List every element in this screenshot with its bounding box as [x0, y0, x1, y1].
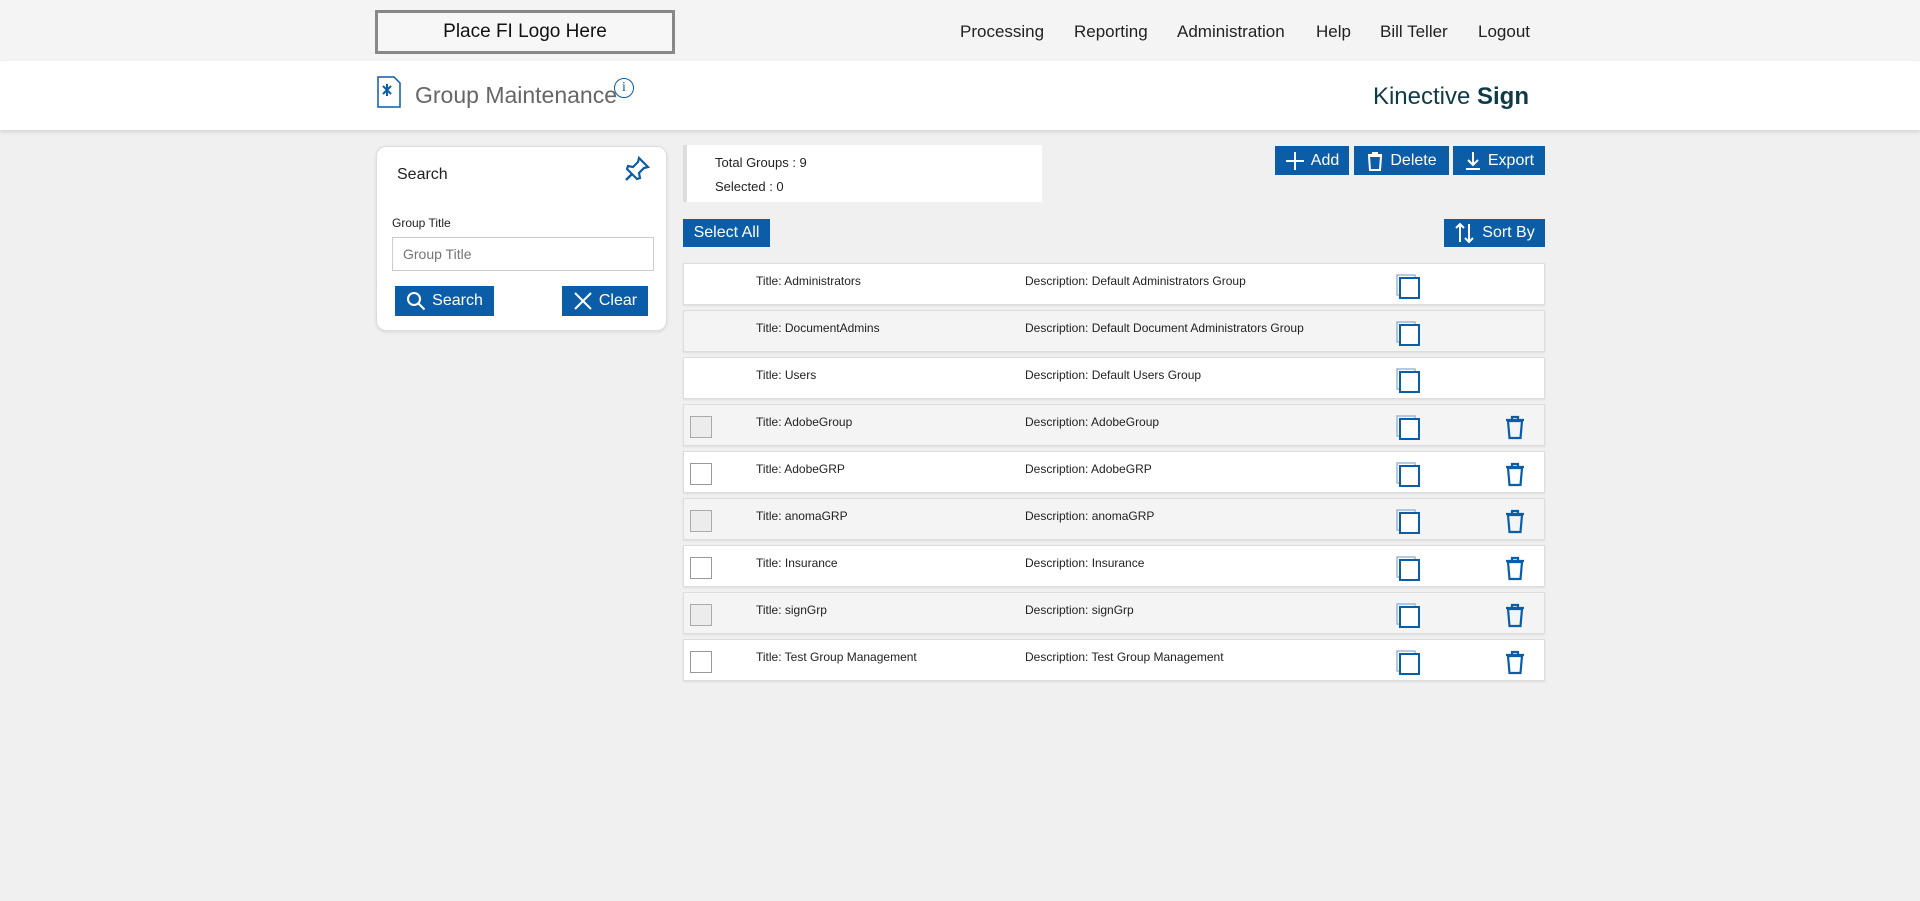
row-checkbox[interactable]	[690, 604, 712, 626]
clear-button[interactable]: Clear	[562, 286, 648, 316]
row-checkbox[interactable]	[690, 557, 712, 579]
top-bar: Place FI Logo Here Processing Reporting …	[0, 0, 1920, 61]
export-button[interactable]: Export	[1453, 146, 1545, 175]
group-title: Title: Insurance	[756, 556, 838, 570]
trash-icon	[1368, 151, 1383, 171]
group-title: Title: signGrp	[756, 603, 827, 617]
group-title: Title: AdobeGroup	[756, 415, 853, 429]
group-description: Description: AdobeGRP	[1025, 462, 1152, 476]
close-icon	[574, 292, 592, 310]
copy-icon[interactable]	[1395, 649, 1421, 680]
fi-logo-placeholder: Place FI Logo Here	[375, 10, 675, 54]
group-description: Description: signGrp	[1025, 603, 1134, 617]
group-description: Description: anomaGRP	[1025, 509, 1155, 523]
group-title: Title: DocumentAdmins	[756, 321, 880, 335]
info-icon[interactable]: i	[614, 78, 634, 98]
group-title: Title: anomaGRP	[756, 509, 848, 523]
group-row[interactable]: Title: AdobeGRP Description: AdobeGRP	[683, 451, 1545, 493]
download-icon	[1465, 151, 1480, 170]
trash-icon[interactable]	[1504, 602, 1526, 633]
row-checkbox[interactable]	[690, 510, 712, 532]
copy-icon[interactable]	[1395, 602, 1421, 633]
copy-icon[interactable]	[1395, 367, 1421, 398]
group-row[interactable]: Title: Users Description: Default Users G…	[683, 357, 1545, 399]
group-title: Title: Administrators	[756, 274, 861, 288]
page-header: Group Maintenance i Kinective Sign	[0, 61, 1920, 130]
search-icon	[407, 292, 426, 311]
nav-administration[interactable]: Administration	[1177, 22, 1285, 41]
page-title: Group Maintenance	[415, 82, 618, 108]
nav-reporting[interactable]: Reporting	[1074, 22, 1148, 41]
group-title: Title: AdobeGRP	[756, 462, 845, 476]
group-row[interactable]: Title: AdobeGroup Description: AdobeGroup	[683, 404, 1545, 446]
group-description: Description: Default Document Administra…	[1025, 321, 1304, 335]
search-heading: Search	[397, 166, 448, 183]
sort-icon	[1455, 222, 1474, 244]
nav-processing[interactable]: Processing	[960, 22, 1045, 41]
sort-by-button[interactable]: Sort By	[1444, 219, 1545, 247]
copy-icon[interactable]	[1395, 461, 1421, 492]
group-row[interactable]: Title: Test Group Management Description:…	[683, 639, 1545, 681]
export-label: Export	[1487, 151, 1535, 169]
group-row[interactable]: Title: Administrators Description: Defaul…	[683, 263, 1545, 305]
brand-logo: Kinective Sign	[1372, 83, 1529, 110]
copy-icon[interactable]	[1395, 508, 1421, 539]
delete-button[interactable]: Delete	[1354, 146, 1449, 175]
group-title-input[interactable]	[392, 237, 654, 271]
row-checkbox[interactable]	[690, 651, 712, 673]
group-description: Description: Test Group Management	[1025, 650, 1224, 664]
trash-icon[interactable]	[1504, 508, 1526, 539]
group-title-label: Group Title	[392, 216, 451, 230]
nav-user[interactable]: Bill Teller	[1380, 22, 1448, 41]
total-groups: Total Groups : 9	[715, 155, 807, 170]
trash-icon[interactable]	[1504, 649, 1526, 680]
search-button-label: Search	[432, 292, 483, 309]
sort-by-label: Sort By	[1482, 224, 1535, 241]
group-summary: Total Groups : 9 Selected : 0	[683, 145, 1042, 202]
add-button[interactable]: Add	[1275, 146, 1349, 175]
copy-icon[interactable]	[1395, 555, 1421, 586]
group-row[interactable]: Title: signGrp Description: signGrp	[683, 592, 1545, 634]
group-document-icon	[377, 76, 401, 108]
group-description: Description: AdobeGroup	[1025, 415, 1160, 429]
trash-icon[interactable]	[1504, 461, 1526, 492]
nav-logout[interactable]: Logout	[1478, 22, 1530, 41]
clear-button-label: Clear	[598, 292, 638, 309]
nav-help[interactable]: Help	[1316, 22, 1351, 41]
group-title: Title: Test Group Management	[756, 650, 917, 664]
copy-icon[interactable]	[1395, 273, 1421, 304]
group-row[interactable]: Title: anomaGRP Description: anomaGRP	[683, 498, 1545, 540]
select-all-button[interactable]: Select All	[683, 219, 770, 247]
row-checkbox[interactable]	[690, 463, 712, 485]
group-description: Description: Default Users Group	[1025, 368, 1202, 382]
copy-icon[interactable]	[1395, 414, 1421, 445]
selected-count: Selected : 0	[715, 179, 784, 194]
group-row[interactable]: Title: DocumentAdmins Description: Defaul…	[683, 310, 1545, 352]
copy-icon[interactable]	[1395, 320, 1421, 351]
trash-icon[interactable]	[1504, 414, 1526, 445]
trash-icon[interactable]	[1504, 555, 1526, 586]
group-title: Title: Users	[756, 368, 817, 382]
delete-label: Delete	[1390, 151, 1437, 169]
group-description: Description: Default Administrators Grou…	[1025, 274, 1246, 288]
group-row[interactable]: Title: Insurance Description: Insurance	[683, 545, 1545, 587]
pin-icon[interactable]	[623, 155, 651, 183]
search-button[interactable]: Search	[395, 286, 494, 316]
plus-icon	[1285, 151, 1304, 170]
row-checkbox[interactable]	[690, 416, 712, 438]
add-label: Add	[1310, 151, 1340, 169]
search-panel: Search Group Title Search Clear	[376, 146, 667, 331]
group-description: Description: Insurance	[1025, 556, 1145, 570]
